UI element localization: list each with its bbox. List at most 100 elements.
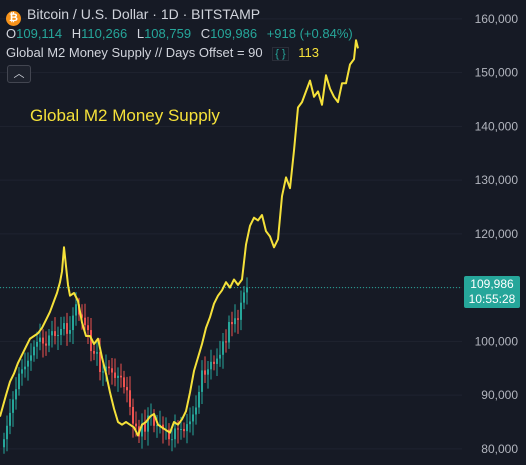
y-tick-label: 90,000 <box>481 388 518 402</box>
chart-annotation: Global M2 Money Supply <box>30 106 220 125</box>
candle-body <box>207 369 209 375</box>
low-label: L <box>136 26 145 41</box>
price-axis[interactable]: 80,00090,000100,000110,000120,000130,000… <box>475 12 519 456</box>
candle-body <box>135 423 137 427</box>
open-label: O <box>6 26 17 41</box>
y-tick-label: 160,000 <box>475 12 519 26</box>
change-value: +918 (+0.84%) <box>266 26 353 41</box>
candle-body <box>51 331 53 336</box>
m2-money-supply-line <box>0 39 359 437</box>
candle-body <box>69 330 71 334</box>
candle-body <box>213 361 215 364</box>
ohlc-legend: O109,114 H110,266 L108,759 C109,986 +918… <box>6 26 359 41</box>
candle-body <box>21 369 23 374</box>
candle-body <box>132 406 134 424</box>
candle-body <box>66 323 68 334</box>
candle-body <box>72 315 74 331</box>
candle-body <box>171 439 173 441</box>
candle-body <box>198 391 200 408</box>
candle-body <box>117 375 119 378</box>
candle-body <box>114 372 116 378</box>
candle-body <box>147 415 149 432</box>
candle-body <box>99 352 101 372</box>
candle-body <box>141 423 143 437</box>
y-tick-label: 100,000 <box>475 334 519 348</box>
candle-body <box>192 414 194 422</box>
candle-body <box>231 322 233 325</box>
candlestick-series <box>3 277 248 454</box>
symbol-title: Bitcoin / U.S. Dollar · 1D · BITSTAMP <box>27 6 261 22</box>
symbol-title-row[interactable]: ₿ Bitcoin / U.S. Dollar · 1D · BITSTAMP <box>6 6 260 26</box>
low-value: 108,759 <box>144 26 192 41</box>
y-tick-label: 120,000 <box>475 227 519 241</box>
braces-icon[interactable]: { } <box>272 47 289 61</box>
candle-body <box>183 428 185 432</box>
candle-body <box>93 351 95 354</box>
candle-body <box>123 377 125 388</box>
candle-body <box>60 328 62 335</box>
candle-body <box>111 368 113 373</box>
candle-body <box>186 424 188 432</box>
candle-body <box>216 358 218 364</box>
candle-body <box>120 375 122 378</box>
candle-body <box>243 292 245 303</box>
candle-body <box>228 322 230 343</box>
candle-body <box>24 366 26 370</box>
y-tick-label: 140,000 <box>475 119 519 133</box>
candle-body <box>63 323 65 329</box>
open-value: 109,114 <box>16 26 63 41</box>
candle-body <box>180 428 182 430</box>
candle-body <box>153 415 155 426</box>
candle-body <box>240 302 242 320</box>
candle-body <box>219 354 221 359</box>
y-tick-label: 130,000 <box>475 173 519 187</box>
candle-body <box>189 421 191 425</box>
candle-body <box>177 428 179 430</box>
high-value: 110,266 <box>81 26 128 41</box>
candle-body <box>27 360 29 367</box>
candle-body <box>237 318 239 320</box>
candle-body <box>57 334 59 336</box>
candle-body <box>144 423 146 432</box>
candle-body <box>225 341 227 343</box>
candle-body <box>75 304 77 316</box>
candle-body <box>33 346 35 356</box>
candle-body <box>90 330 92 352</box>
candle-body <box>102 371 104 373</box>
y-tick-label: 80,000 <box>481 442 518 456</box>
close-label: C <box>200 26 211 41</box>
candle-body <box>201 370 203 392</box>
candle-body <box>96 352 98 354</box>
candle-body <box>54 331 56 336</box>
candle-body <box>222 341 224 355</box>
candle-body <box>105 366 107 372</box>
candle-body <box>39 337 41 342</box>
candle-body <box>6 425 8 440</box>
candle-body <box>195 407 197 415</box>
high-label: H <box>71 26 82 41</box>
candle-body <box>126 387 128 391</box>
last-price-value: 109,986 <box>470 277 514 291</box>
candle-body <box>210 361 212 370</box>
candle-body <box>129 390 131 407</box>
candle-body <box>87 325 89 331</box>
candle-body <box>42 337 44 344</box>
candle-body <box>12 399 14 413</box>
indicator-legend[interactable]: Global M2 Money Supply // Days Offset = … <box>6 45 319 61</box>
chevron-up-icon[interactable]: ︿ <box>7 65 31 83</box>
candle-body <box>18 373 20 390</box>
candle-body <box>36 341 38 347</box>
candle-body <box>3 439 5 448</box>
y-tick-label: 150,000 <box>475 66 519 80</box>
candle-body <box>84 317 86 326</box>
candle-body <box>174 428 176 440</box>
last-price-tag: 109,986 10:55:28 <box>464 276 520 308</box>
candle-body <box>45 343 47 346</box>
candle-body <box>81 314 83 318</box>
bar-countdown: 10:55:28 <box>468 292 516 306</box>
candle-body <box>30 355 32 361</box>
close-value: 109,986 <box>210 26 258 41</box>
candle-body <box>9 412 11 426</box>
candle-body <box>15 389 17 400</box>
